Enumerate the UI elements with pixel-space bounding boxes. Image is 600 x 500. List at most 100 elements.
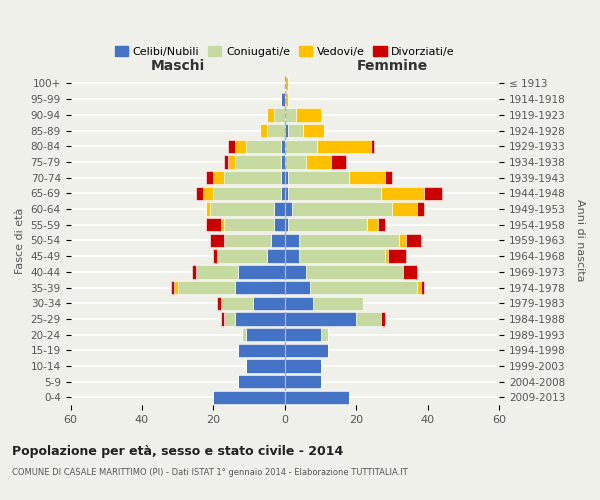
Bar [285, 234, 299, 247]
Bar [245, 360, 285, 372]
Bar [377, 218, 385, 232]
Bar [385, 171, 392, 184]
Bar [356, 312, 381, 326]
Bar [170, 281, 174, 294]
Bar [224, 312, 235, 326]
Bar [274, 218, 285, 232]
Bar [296, 108, 320, 122]
Bar [285, 250, 299, 263]
Y-axis label: Fasce di età: Fasce di età [15, 208, 25, 274]
Bar [292, 202, 392, 215]
Text: Femmine: Femmine [356, 58, 428, 72]
Bar [227, 156, 235, 168]
Bar [285, 281, 310, 294]
Bar [285, 77, 289, 90]
Bar [285, 265, 306, 278]
Y-axis label: Anni di nascita: Anni di nascita [575, 199, 585, 281]
Bar [281, 186, 285, 200]
Bar [210, 202, 274, 215]
Bar [424, 186, 442, 200]
Bar [224, 234, 271, 247]
Bar [392, 202, 417, 215]
Bar [271, 234, 285, 247]
Bar [245, 140, 281, 153]
Bar [299, 250, 385, 263]
Bar [403, 265, 417, 278]
Bar [285, 186, 289, 200]
Bar [285, 296, 313, 310]
Text: COMUNE DI CASALE MARITTIMO (PI) - Dati ISTAT 1° gennaio 2014 - Elaborazione TUTT: COMUNE DI CASALE MARITTIMO (PI) - Dati I… [12, 468, 408, 477]
Bar [371, 140, 374, 153]
Bar [349, 171, 385, 184]
Bar [235, 312, 285, 326]
Bar [178, 281, 235, 294]
Bar [214, 186, 281, 200]
Bar [217, 250, 267, 263]
Bar [381, 186, 424, 200]
Bar [274, 202, 285, 215]
Bar [221, 218, 224, 232]
Bar [196, 265, 238, 278]
Bar [310, 281, 417, 294]
Bar [285, 360, 320, 372]
Bar [281, 171, 285, 184]
Bar [267, 250, 285, 263]
Bar [285, 375, 320, 388]
Bar [253, 296, 285, 310]
Bar [281, 140, 285, 153]
Bar [306, 156, 331, 168]
Bar [388, 250, 406, 263]
Bar [299, 234, 399, 247]
Bar [306, 265, 403, 278]
Bar [289, 124, 302, 138]
Bar [285, 171, 289, 184]
Bar [320, 328, 328, 342]
Bar [217, 296, 221, 310]
Bar [206, 171, 214, 184]
Bar [289, 186, 381, 200]
Text: Maschi: Maschi [151, 58, 205, 72]
Bar [192, 265, 196, 278]
Bar [267, 124, 285, 138]
Bar [285, 218, 289, 232]
Bar [331, 156, 346, 168]
Bar [206, 218, 221, 232]
Bar [224, 171, 281, 184]
Bar [281, 92, 285, 106]
Bar [214, 250, 217, 263]
Bar [285, 108, 296, 122]
Bar [285, 202, 292, 215]
Bar [399, 234, 406, 247]
Bar [238, 265, 285, 278]
Bar [281, 156, 285, 168]
Bar [245, 328, 285, 342]
Bar [285, 92, 289, 106]
Bar [417, 202, 424, 215]
Bar [224, 156, 227, 168]
Bar [385, 250, 388, 263]
Bar [289, 171, 349, 184]
Bar [285, 156, 306, 168]
Bar [313, 296, 364, 310]
Bar [285, 124, 289, 138]
Bar [302, 124, 324, 138]
Bar [285, 312, 356, 326]
Bar [417, 281, 421, 294]
Bar [238, 344, 285, 357]
Bar [285, 328, 320, 342]
Bar [381, 312, 385, 326]
Bar [242, 328, 245, 342]
Bar [224, 218, 274, 232]
Legend: Celibi/Nubili, Coniugati/e, Vedovi/e, Divorziati/e: Celibi/Nubili, Coniugati/e, Vedovi/e, Di… [110, 42, 459, 62]
Bar [421, 281, 424, 294]
Bar [221, 312, 224, 326]
Bar [203, 186, 214, 200]
Bar [214, 171, 224, 184]
Bar [221, 296, 253, 310]
Bar [214, 391, 285, 404]
Bar [260, 124, 267, 138]
Bar [267, 108, 274, 122]
Bar [238, 375, 285, 388]
Bar [285, 140, 317, 153]
Bar [317, 140, 371, 153]
